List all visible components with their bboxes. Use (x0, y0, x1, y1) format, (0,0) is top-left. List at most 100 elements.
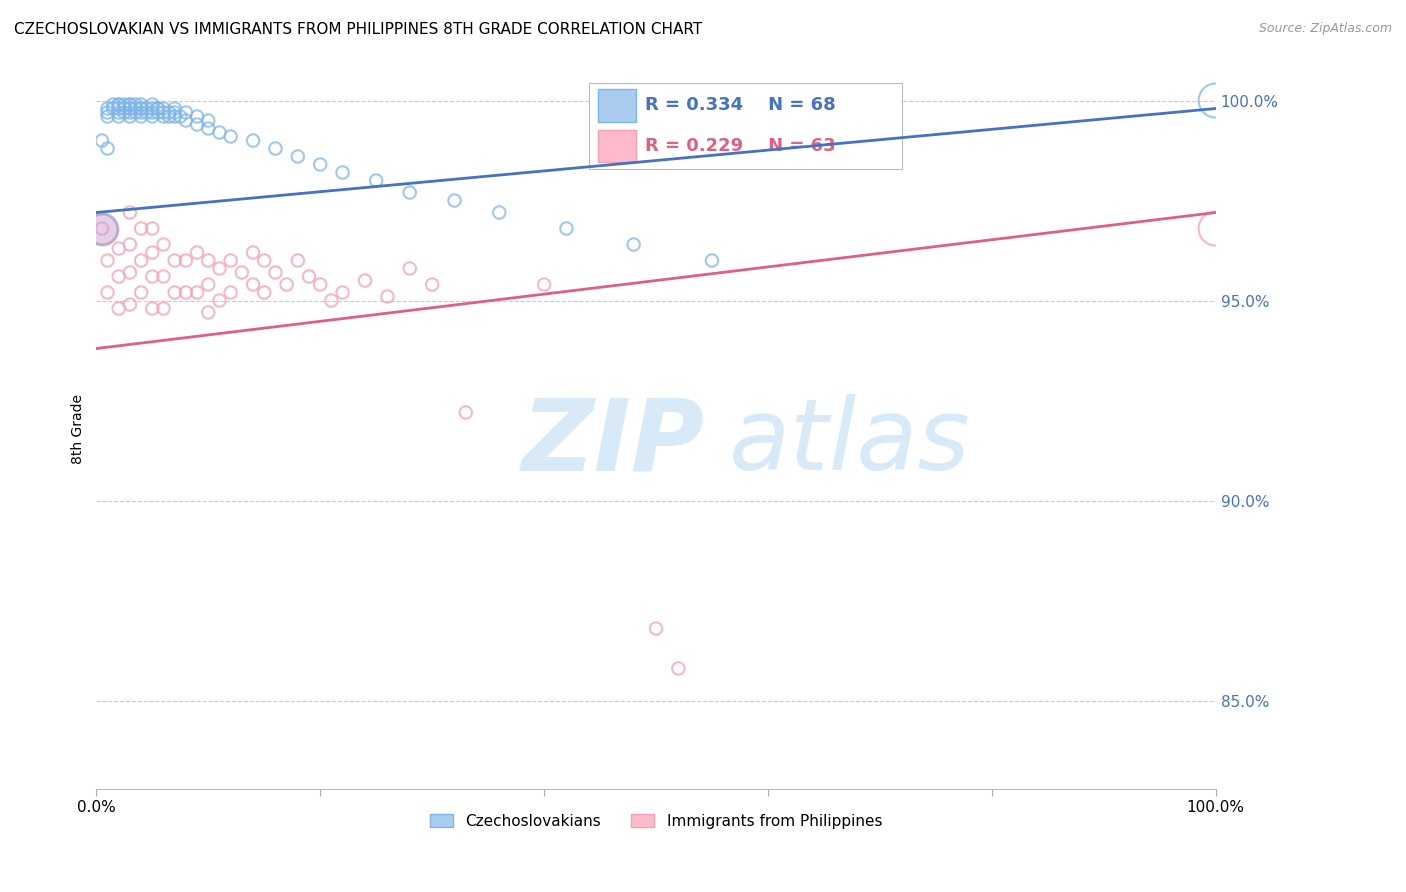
Point (124, 97, 146, 112)
Point (129, 102, 152, 116)
Point (332, 165, 354, 179)
Point (253, 253, 276, 268)
Point (398, 186, 420, 200)
Point (287, 253, 309, 268)
Point (112, 105, 135, 120)
Point (118, 297, 141, 311)
Point (124, 102, 146, 116)
Point (253, 285, 276, 300)
Point (146, 105, 169, 120)
Point (146, 102, 169, 116)
Text: atlas: atlas (728, 394, 970, 491)
Point (157, 110, 180, 124)
Point (1205, 221, 1227, 235)
Point (174, 285, 197, 300)
Point (152, 110, 174, 124)
Point (118, 266, 141, 280)
Point (174, 105, 197, 120)
Point (129, 105, 152, 120)
Point (107, 97, 129, 112)
Point (398, 261, 420, 276)
Point (186, 110, 208, 124)
Point (174, 113, 197, 128)
Point (197, 113, 219, 128)
Point (666, 661, 689, 675)
Point (366, 173, 388, 187)
Point (157, 105, 180, 120)
Point (152, 102, 174, 116)
Point (135, 102, 157, 116)
Point (309, 277, 332, 292)
Point (197, 277, 219, 292)
Point (112, 102, 135, 116)
Point (107, 97, 129, 112)
Point (700, 253, 723, 268)
Y-axis label: 8th Grade: 8th Grade (72, 393, 86, 464)
Point (242, 134, 264, 148)
Point (298, 269, 321, 284)
Point (118, 97, 141, 112)
Point (96, 285, 118, 300)
Point (454, 405, 477, 419)
Point (152, 105, 174, 120)
Point (96, 253, 118, 268)
Point (377, 289, 399, 303)
Point (118, 102, 141, 116)
Point (91, 221, 114, 235)
Point (264, 266, 287, 280)
Point (107, 269, 129, 284)
Point (152, 237, 174, 252)
Point (141, 221, 163, 235)
Point (242, 245, 264, 260)
Point (91, 221, 114, 235)
Point (146, 102, 169, 116)
Point (321, 293, 343, 308)
Point (124, 105, 146, 120)
Point (129, 110, 152, 124)
Point (533, 277, 555, 292)
Point (186, 285, 208, 300)
Point (163, 285, 186, 300)
Point (118, 237, 141, 252)
Point (287, 149, 309, 163)
Point (129, 221, 152, 235)
Point (332, 285, 354, 300)
Point (242, 277, 264, 292)
Text: Source: ZipAtlas.com: Source: ZipAtlas.com (1258, 22, 1392, 36)
Point (186, 245, 208, 260)
Point (118, 205, 141, 219)
Point (219, 285, 242, 300)
Point (129, 285, 152, 300)
Point (208, 126, 231, 140)
Point (197, 305, 219, 319)
Point (231, 266, 253, 280)
Point (141, 245, 163, 260)
Point (141, 105, 163, 120)
Point (101, 102, 124, 116)
Point (141, 301, 163, 316)
Point (96, 142, 118, 156)
Point (163, 110, 186, 124)
Point (443, 194, 465, 208)
Point (163, 105, 186, 120)
Point (420, 277, 443, 292)
Point (208, 293, 231, 308)
Point (129, 102, 152, 116)
Legend: Czechoslovakians, Immigrants from Philippines: Czechoslovakians, Immigrants from Philip… (423, 807, 889, 835)
Point (208, 261, 231, 276)
Point (152, 301, 174, 316)
Point (118, 105, 141, 120)
Point (107, 242, 129, 256)
Point (354, 273, 377, 287)
Point (107, 301, 129, 316)
Point (645, 622, 668, 636)
Point (91, 134, 114, 148)
Point (112, 97, 135, 112)
Point (141, 102, 163, 116)
Text: ZIP: ZIP (522, 394, 704, 491)
Point (135, 105, 157, 120)
Point (623, 237, 645, 252)
Point (163, 253, 186, 268)
Point (96, 102, 118, 116)
Point (107, 102, 129, 116)
